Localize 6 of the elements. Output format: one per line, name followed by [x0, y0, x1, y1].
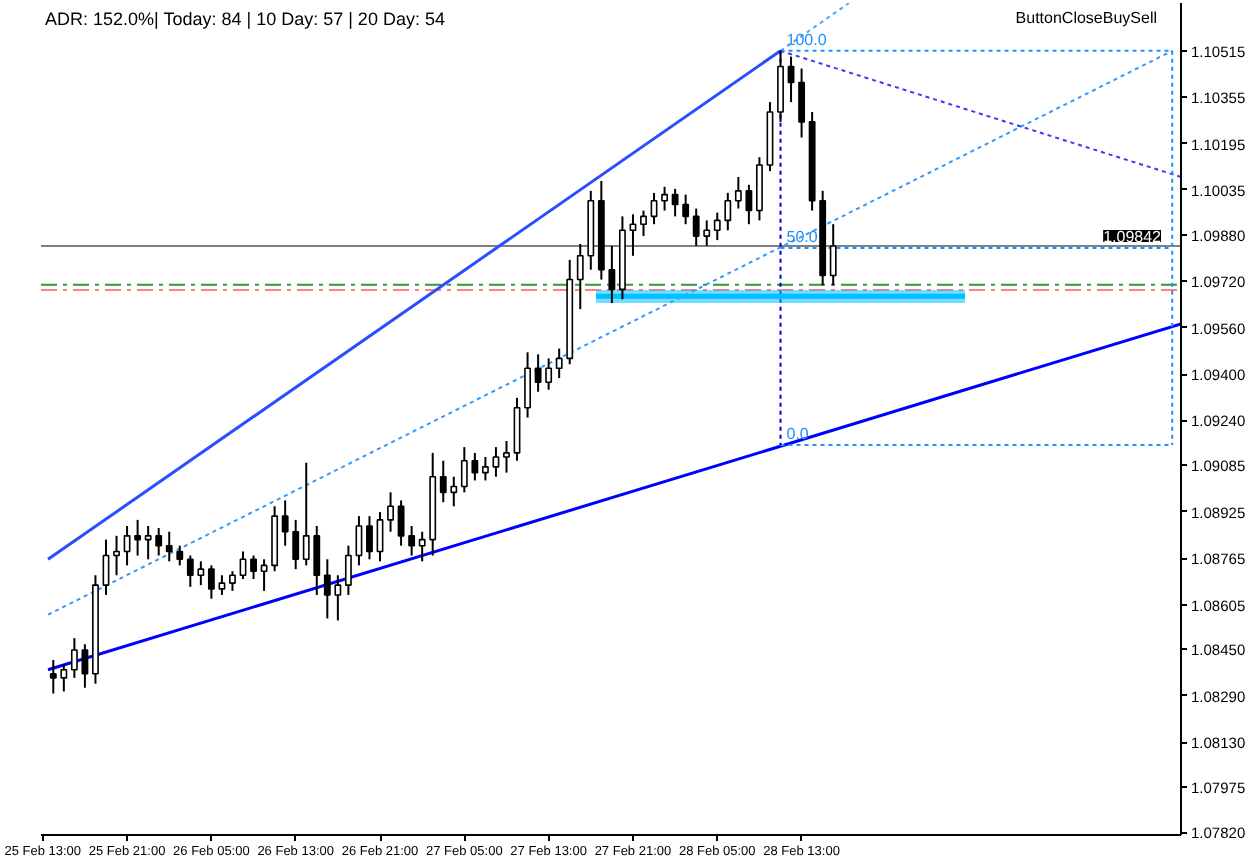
annotation: ButtonCloseBuySell — [1015, 9, 1158, 27]
series-label: 0.0 — [786, 425, 810, 444]
chart-title: ADR: 152.0%| Today: 84 | 10 Day: 57 | 20 Day: 54 — [45, 9, 445, 29]
ref-line-label: 1.09842 — [1103, 227, 1163, 246]
series-label: 50.0 — [786, 227, 819, 246]
series-label: 100.0 — [786, 30, 828, 49]
